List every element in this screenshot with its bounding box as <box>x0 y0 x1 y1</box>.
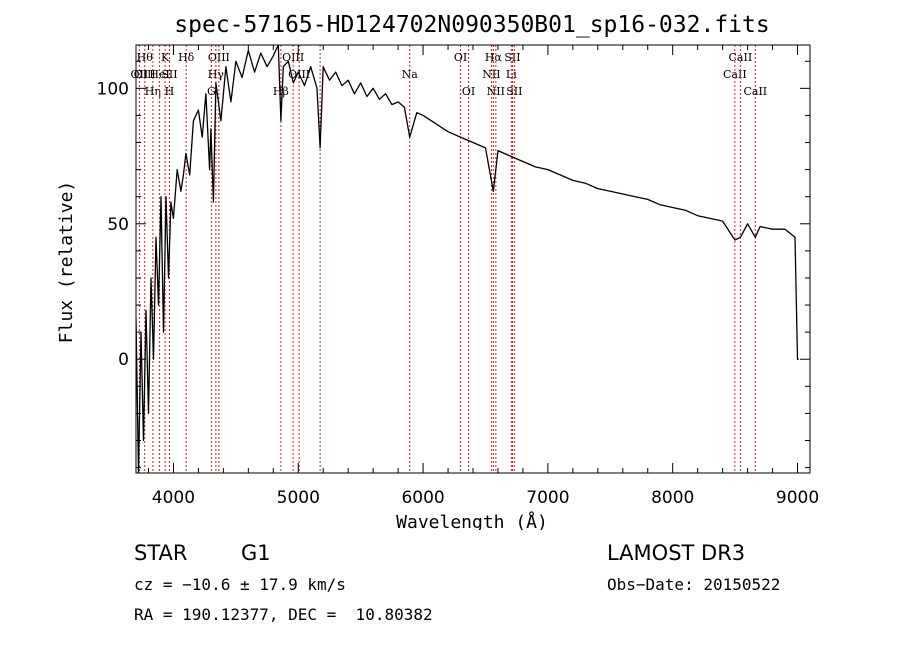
spectral-line-label: OIII <box>282 51 304 64</box>
chart-title: spec-57165-HD124702N090350B01_sp16-032.f… <box>174 12 769 38</box>
spectral-line-label: G <box>207 85 216 98</box>
spectral-line-label: OI <box>462 85 475 98</box>
spectral-line-label: Hδ <box>178 51 195 64</box>
spectrum-line <box>136 45 799 473</box>
spectral-line-label: Hγ <box>208 68 225 81</box>
spectral-line-label: CaII <box>723 68 747 81</box>
x-axis-label: Wavelength (Å) <box>396 511 548 530</box>
x-tick-label: 4000 <box>152 488 195 508</box>
y-tick-label: 100 <box>97 79 129 99</box>
object-subclass: G1 <box>241 541 271 565</box>
observation-date: Obs−Date: 20150522 <box>607 575 781 594</box>
spectral-line-label: CaII <box>729 51 753 64</box>
spectrum-chart: spec-57165-HD124702N090350B01_sp16-032.f… <box>56 12 819 530</box>
spectral-line-label: K <box>161 51 170 64</box>
y-tick-label: 50 <box>107 215 129 235</box>
x-tick-label: 8000 <box>651 488 694 508</box>
spectral-line-label: SII <box>161 68 177 81</box>
spectral-line-label: Hβ <box>273 85 289 98</box>
spectral-line-label: NII <box>487 85 505 98</box>
spectral-line-label: SII <box>504 51 520 64</box>
spectral-line-label: H <box>165 85 175 98</box>
object-class: STAR <box>134 541 188 565</box>
spectral-line-label: OI <box>454 51 467 64</box>
spectral-line-label: OIII <box>208 51 230 64</box>
spectral-line-label: Hη <box>145 85 161 98</box>
x-tick-label: 9000 <box>776 488 819 508</box>
spectral-line-label: SII <box>506 85 522 98</box>
spectral-line-label: Hα <box>485 51 503 64</box>
axis-ticks: 4000 5000 6000 7000 8000 9000 0 50 100 <box>97 45 819 508</box>
spectral-line-label: Na <box>402 68 419 81</box>
spectral-line-label: CaII <box>743 85 767 98</box>
spectrum-series <box>136 45 799 473</box>
x-tick-label: 5000 <box>277 488 320 508</box>
y-tick-label: 0 <box>118 350 129 370</box>
spectral-line-label: OII <box>131 68 149 81</box>
y-axis-label: Flux (relative) <box>56 181 77 344</box>
redshift-cz: cz = −10.6 ± 17.9 km/s <box>134 575 346 594</box>
plot-frame <box>135 44 811 474</box>
spectral-line-label: OIII <box>134 68 156 81</box>
spectral-line-label: NII <box>482 68 500 81</box>
spectral-line-label: Hθ <box>137 51 154 64</box>
x-tick-label: 6000 <box>401 488 444 508</box>
sky-coordinates: RA = 190.12377, DEC = 10.80382 <box>134 605 433 624</box>
spectral-line-label: Li <box>506 68 517 81</box>
survey-name: LAMOST DR3 <box>607 541 746 565</box>
x-tick-label: 7000 <box>526 488 569 508</box>
